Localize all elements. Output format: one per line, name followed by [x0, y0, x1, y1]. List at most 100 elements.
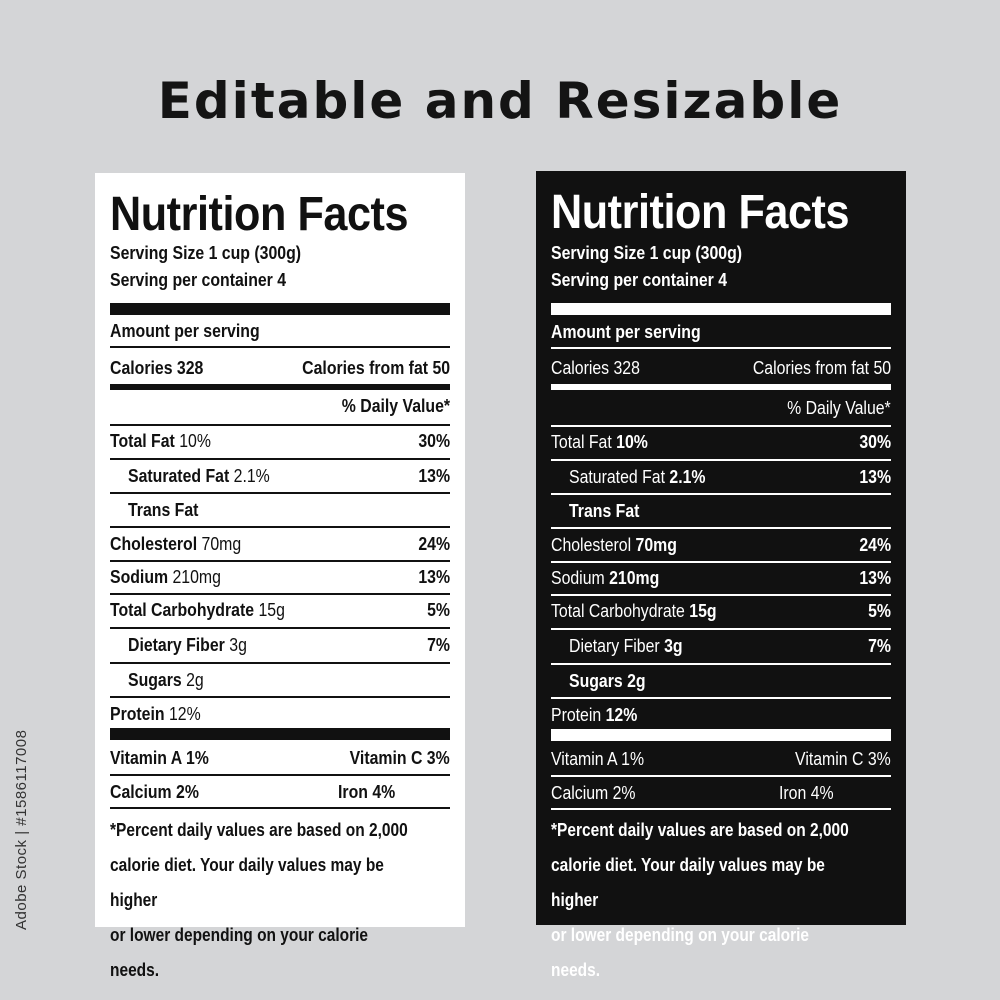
iron: Iron 4% — [779, 783, 834, 803]
nutrient-name: Total Carbohydrate — [110, 600, 255, 620]
nutrient-name: Total Fat — [551, 432, 612, 452]
amount-per-serving: Amount per serving — [551, 322, 701, 342]
nutrient-amount: 70mg — [201, 534, 242, 554]
nutrient-dv: 5% — [868, 601, 891, 621]
nutrient-row: Total Carbohydrate 15g 5% — [551, 598, 891, 626]
nutrient-name: Protein — [551, 705, 602, 725]
nutrient-row: Trans Fat — [551, 498, 891, 526]
thick-divider — [110, 728, 450, 740]
nutrient-row: Total Carbohydrate 15g 5% — [110, 597, 450, 625]
nutrition-label-black: Nutrition Facts Serving Size 1 cup (300g… — [536, 171, 906, 980]
thick-divider — [551, 729, 891, 741]
vitamin-a: Vitamin A 1% — [110, 748, 209, 768]
nutrient-amount: 2g — [186, 670, 204, 690]
nutrient-name: Saturated Fat — [128, 466, 230, 486]
nutrient-amount: 10% — [179, 431, 211, 451]
daily-value-header: % Daily Value* — [341, 396, 450, 416]
calories-from-fat: Calories from fat 50 — [302, 358, 450, 378]
divider — [551, 561, 891, 563]
nutrition-label-white: Nutrition Facts Serving Size 1 cup (300g… — [95, 173, 465, 980]
nutrient-name: Cholesterol — [551, 535, 632, 555]
nutrient-amount: 15g — [258, 600, 285, 620]
calories: Calories 328 — [551, 358, 640, 378]
divider — [110, 593, 450, 595]
nutrient-row: Saturated Fat 2.1% 13% — [551, 464, 891, 492]
nutrient-amount: 2.1% — [233, 466, 270, 486]
nutrient-name: Total Carbohydrate — [551, 601, 685, 621]
nutrient-dv: 7% — [868, 636, 891, 656]
divider — [551, 425, 891, 427]
nutrient-row: Sugars 2g — [551, 668, 891, 696]
medium-divider — [110, 384, 450, 390]
nutrient-name: Sugars — [128, 670, 182, 690]
nutrient-dv: 30% — [418, 431, 450, 451]
nutrient-row: Sodium 210mg 13% — [551, 565, 891, 593]
thick-divider — [110, 303, 450, 315]
divider — [110, 627, 450, 629]
nutrient-row: Total Fat 10% 30% — [551, 429, 891, 457]
divider — [551, 594, 891, 596]
thick-divider — [551, 303, 891, 315]
divider — [110, 492, 450, 494]
divider — [551, 493, 891, 495]
serving-size: Serving Size 1 cup (300g) — [551, 243, 743, 263]
nutrient-name: Sugars — [569, 671, 623, 691]
nutrient-amount: 2g — [627, 671, 646, 691]
nutrient-amount: 15g — [689, 601, 717, 621]
calcium: Calcium 2% — [551, 783, 636, 803]
divider — [551, 808, 891, 810]
nutrient-row: Sugars 2g — [110, 667, 450, 695]
nutrient-row: Dietary Fiber 3g 7% — [110, 632, 450, 660]
divider — [110, 807, 450, 809]
vitamin-a: Vitamin A 1% — [551, 749, 645, 769]
nutrient-row: Dietary Fiber 3g 7% — [551, 633, 891, 661]
divider — [110, 424, 450, 426]
nutrient-name: Trans Fat — [569, 501, 640, 521]
nutrient-name: Cholesterol — [110, 534, 198, 554]
nutrient-row: Saturated Fat 2.1% 13% — [110, 463, 450, 491]
label-title: Nutrition Facts — [551, 186, 850, 239]
nutrient-dv: 13% — [859, 568, 891, 588]
nutrient-dv: 24% — [418, 534, 450, 554]
nutrient-amount: 12% — [605, 705, 638, 725]
nutrient-row: Sodium 210mg 13% — [110, 564, 450, 592]
divider — [551, 775, 891, 777]
serving-per-container: Serving per container 4 — [110, 270, 287, 290]
divider — [110, 774, 450, 776]
serving-per-container: Serving per container 4 — [551, 270, 728, 290]
footnote: *Percent daily values are based on 2,000… — [110, 820, 408, 980]
divider — [551, 697, 891, 699]
nutrient-dv: 7% — [427, 635, 450, 655]
nutrient-dv: 24% — [859, 535, 891, 555]
divider — [110, 526, 450, 528]
nutrient-dv: 30% — [859, 432, 891, 452]
nutrient-row: Protein 12% — [551, 702, 891, 730]
nutrient-name: Dietary Fiber — [128, 635, 225, 655]
nutrient-name: Protein — [110, 704, 165, 724]
calcium: Calcium 2% — [110, 782, 199, 802]
nutrient-name: Trans Fat — [128, 500, 199, 520]
medium-divider — [551, 384, 891, 390]
nutrient-row: Cholesterol 70mg 24% — [551, 532, 891, 560]
divider — [551, 663, 891, 665]
nutrient-name: Saturated Fat — [569, 467, 665, 487]
nutrient-amount: 10% — [616, 432, 648, 452]
nutrient-dv: 13% — [418, 466, 450, 486]
divider — [110, 662, 450, 664]
vitamin-c: Vitamin C 3% — [349, 748, 450, 768]
nutrient-name: Sodium — [551, 568, 605, 588]
divider — [110, 346, 450, 348]
nutrient-dv: 5% — [427, 600, 450, 620]
calories-from-fat: Calories from fat 50 — [752, 358, 891, 378]
nutrient-amount: 12% — [168, 704, 201, 724]
nutrient-row: Total Fat 10% 30% — [110, 428, 450, 456]
stock-id-text: Adobe Stock | #1586117008 — [13, 729, 30, 930]
nutrient-amount: 210mg — [172, 567, 221, 587]
nutrient-row: Protein 12% — [110, 701, 450, 729]
nutrient-amount: 3g — [664, 636, 683, 656]
divider — [110, 458, 450, 460]
nutrient-name: Dietary Fiber — [569, 636, 660, 656]
nutrient-amount: 3g — [229, 635, 247, 655]
footnote: *Percent daily values are based on 2,000… — [551, 820, 849, 980]
calories: Calories 328 — [110, 358, 204, 378]
